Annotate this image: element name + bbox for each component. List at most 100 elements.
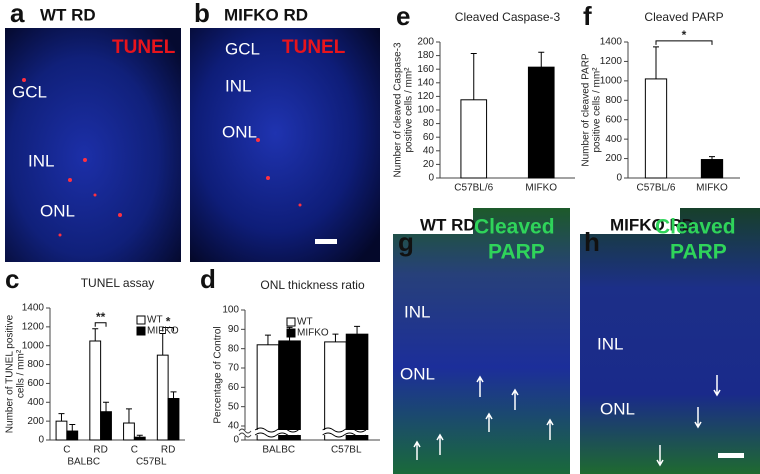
layer-label: INL	[225, 76, 251, 95]
y-tick-label: 600	[605, 114, 622, 125]
break-gap	[323, 430, 348, 435]
error-bar	[69, 423, 76, 432]
significance-label: *	[166, 315, 171, 329]
y-tick-label: 0	[428, 173, 434, 184]
layer-label: ONL	[222, 122, 257, 141]
legend-label: MIFKO	[297, 328, 329, 339]
error-bar	[538, 51, 545, 68]
y-tick-label: 50	[228, 401, 240, 412]
error-bar	[159, 332, 166, 356]
legend-label: MIFKO	[147, 326, 179, 337]
chart-title: ONL thickness ratio	[260, 278, 365, 292]
x-tick-label: C57BL/6	[637, 183, 676, 194]
y-tick-label: 160	[417, 64, 434, 75]
layer-label: ONL	[600, 399, 635, 418]
bar	[55, 420, 68, 441]
y-tick-label: 40	[228, 421, 240, 432]
chart-title: Cleaved Caspase-3	[455, 10, 561, 24]
y-tick-label: 1000	[22, 340, 45, 351]
y-tick-label: 90	[228, 324, 240, 335]
group-label: C57BL	[136, 457, 167, 468]
y-tick-label: 1000	[600, 75, 623, 86]
y-tick-label: 1200	[600, 56, 623, 67]
break-gap	[345, 430, 369, 435]
bar	[123, 422, 135, 441]
micrograph	[5, 28, 181, 262]
error-bar	[136, 434, 143, 438]
y-axis-label: Number of cleaved PARP	[581, 53, 592, 167]
stain-label: Cleaved	[655, 216, 736, 239]
x-tick-label: C57BL/6	[454, 183, 493, 194]
bar	[278, 340, 301, 441]
stain-label: TUNEL	[282, 37, 346, 58]
bar	[89, 340, 102, 441]
bar	[644, 78, 668, 179]
bar	[100, 411, 112, 441]
y-tick-label: 0	[233, 435, 239, 446]
error-bar	[264, 334, 271, 345]
legend-label: WT	[297, 317, 313, 328]
significance-bracket	[162, 326, 175, 332]
y-tick-label: 200	[605, 153, 622, 164]
y-axis-label: cells / mm²	[16, 349, 27, 398]
axis-break	[343, 427, 367, 438]
x-tick-label: C	[131, 445, 138, 456]
error-bar	[470, 53, 477, 100]
label-box	[393, 208, 473, 234]
bar	[256, 344, 280, 441]
layer-label: INL	[597, 334, 623, 353]
panel-letter: h	[584, 227, 600, 257]
error-bar	[125, 408, 132, 424]
panel-letter: e	[396, 1, 410, 31]
bar	[460, 99, 488, 179]
decor	[256, 138, 302, 207]
y-tick-label: 0	[38, 435, 44, 446]
x-tick-label: C57BL	[331, 445, 362, 456]
y-axis-label: positive cells / mm²	[404, 67, 415, 153]
scale-bar	[718, 453, 744, 458]
y-tick-label: 100	[222, 305, 239, 316]
significance-bracket	[94, 322, 107, 327]
layer-label: ONL	[40, 201, 75, 220]
y-tick-label: 400	[605, 134, 622, 145]
y-tick-label: 180	[417, 50, 434, 61]
y-tick-label: 60	[423, 132, 435, 143]
y-tick-label: 200	[27, 416, 44, 427]
chart-title: TUNEL assay	[81, 276, 155, 290]
y-tick-label: 0	[616, 173, 622, 184]
y-tick-label: 70	[228, 363, 240, 374]
legend-swatch	[286, 328, 296, 338]
y-tick-label: 800	[605, 95, 622, 106]
panel-letter: g	[398, 227, 414, 257]
layer-label: INL	[404, 302, 430, 321]
layer-label: GCL	[225, 39, 260, 58]
bar	[527, 66, 555, 179]
y-tick-label: 200	[417, 37, 434, 48]
significance-label: *	[682, 28, 687, 42]
error-bar	[92, 328, 99, 341]
arrows	[656, 375, 721, 467]
micrograph	[580, 208, 760, 474]
y-axis-label: Number of cleaved Caspase-3	[393, 42, 404, 178]
axis-break	[238, 428, 252, 438]
label-box	[580, 208, 680, 234]
panel-title: MIFKO RD	[224, 5, 308, 24]
y-tick-label: 800	[27, 359, 44, 370]
error-bar	[332, 333, 339, 342]
group-label: BALBC	[67, 457, 100, 468]
panel-title: WT RD	[40, 5, 96, 24]
legend-swatch	[136, 315, 146, 325]
panel-letter: a	[10, 0, 25, 28]
bar	[345, 333, 369, 441]
bar	[167, 398, 180, 441]
axis-break	[322, 427, 345, 438]
panel-letter: f	[583, 1, 592, 31]
error-bar	[354, 325, 361, 335]
layer-label: ONL	[400, 364, 435, 383]
decor	[22, 78, 122, 237]
stain-label: PARP	[670, 241, 727, 264]
y-tick-label: 100	[417, 105, 434, 116]
y-tick-label: 1400	[600, 37, 623, 48]
chart-title: Cleaved PARP	[644, 10, 723, 24]
